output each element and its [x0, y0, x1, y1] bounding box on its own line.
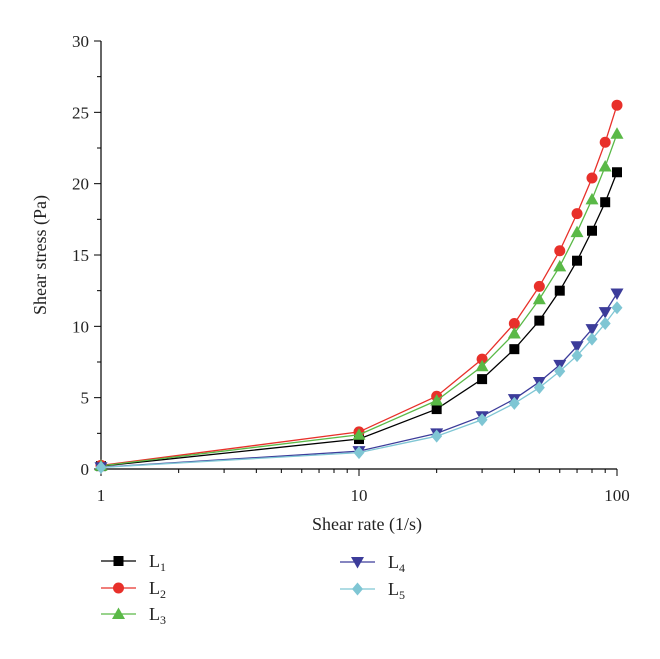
data-point	[585, 192, 599, 205]
data-point	[475, 359, 489, 372]
series-layer	[94, 99, 624, 474]
legend-item: L4	[340, 552, 405, 575]
legend-item: L2	[101, 578, 166, 601]
legend-item: L5	[340, 579, 405, 602]
data-point	[533, 280, 545, 292]
legend-label-subscript: 2	[160, 587, 166, 601]
data-point	[571, 208, 583, 220]
data-point	[600, 197, 611, 208]
data-point	[508, 317, 520, 329]
legend-marker	[112, 607, 125, 619]
legend-marker	[352, 582, 363, 596]
legend-label-subscript: 1	[160, 560, 166, 574]
y-tick-label: 10	[72, 317, 89, 336]
data-point	[598, 307, 612, 319]
x-tick-label: 100	[604, 486, 630, 505]
legend-marker	[113, 582, 124, 594]
y-axis-title: Shear stress (Pa)	[30, 195, 51, 315]
data-point	[570, 225, 584, 238]
data-point	[554, 245, 566, 257]
data-point	[571, 349, 583, 363]
data-point	[553, 259, 567, 272]
legend-item: L1	[101, 551, 166, 574]
data-point	[431, 404, 442, 415]
data-point	[585, 324, 599, 336]
data-point	[477, 374, 488, 385]
data-point	[611, 99, 623, 111]
data-point	[611, 301, 623, 315]
data-point	[95, 460, 107, 474]
legend-label: L5	[388, 579, 405, 602]
data-point	[532, 292, 546, 305]
legend-marker	[351, 557, 364, 569]
data-point	[598, 160, 612, 172]
data-point	[352, 428, 366, 440]
data-point	[586, 332, 598, 346]
legend-label-subscript: 5	[399, 588, 405, 602]
data-point	[599, 136, 611, 148]
data-point	[476, 353, 488, 365]
legend-label: L1	[149, 551, 166, 574]
data-point	[508, 396, 520, 410]
series-L2	[95, 99, 623, 471]
series-L5	[95, 301, 623, 474]
data-point	[572, 255, 583, 266]
data-point	[586, 172, 598, 184]
legend: L1 L2 L3 L4 L5	[101, 551, 405, 627]
data-point	[612, 167, 622, 178]
series-L3	[94, 127, 624, 471]
y-tick-label: 15	[72, 246, 89, 265]
y-tick-label: 0	[81, 460, 90, 479]
x-axis-title: Shear rate (1/s)	[312, 514, 422, 535]
legend-label: L3	[149, 604, 166, 627]
x-tick-label: 10	[351, 486, 368, 505]
data-point	[430, 394, 444, 406]
data-point	[533, 381, 545, 395]
data-point	[431, 429, 443, 443]
data-point	[476, 413, 488, 427]
data-point	[610, 288, 624, 301]
y-tick-label: 5	[81, 389, 90, 408]
legend-label-subscript: 4	[399, 561, 405, 575]
data-point	[554, 364, 566, 378]
legend-item: L3	[101, 604, 166, 627]
legend-label: L4	[388, 552, 405, 575]
data-point	[570, 341, 584, 353]
series-L1	[96, 167, 622, 472]
data-point	[586, 225, 597, 236]
data-point	[534, 315, 545, 326]
y-tick-label: 20	[72, 175, 89, 194]
y-tick-label: 30	[72, 32, 89, 51]
y-tick-label: 25	[72, 103, 89, 122]
data-point	[599, 316, 611, 330]
legend-label: L2	[149, 578, 166, 601]
data-point	[353, 446, 365, 460]
x-tick-label: 1	[97, 486, 106, 505]
data-point	[554, 285, 565, 296]
data-point	[507, 326, 521, 339]
data-point	[610, 127, 624, 139]
legend-label-subscript: 3	[160, 613, 166, 627]
legend-marker	[113, 556, 124, 566]
data-point	[509, 344, 520, 355]
axes: 0 5 10 15 20 25 30 1 10 100	[72, 32, 630, 505]
